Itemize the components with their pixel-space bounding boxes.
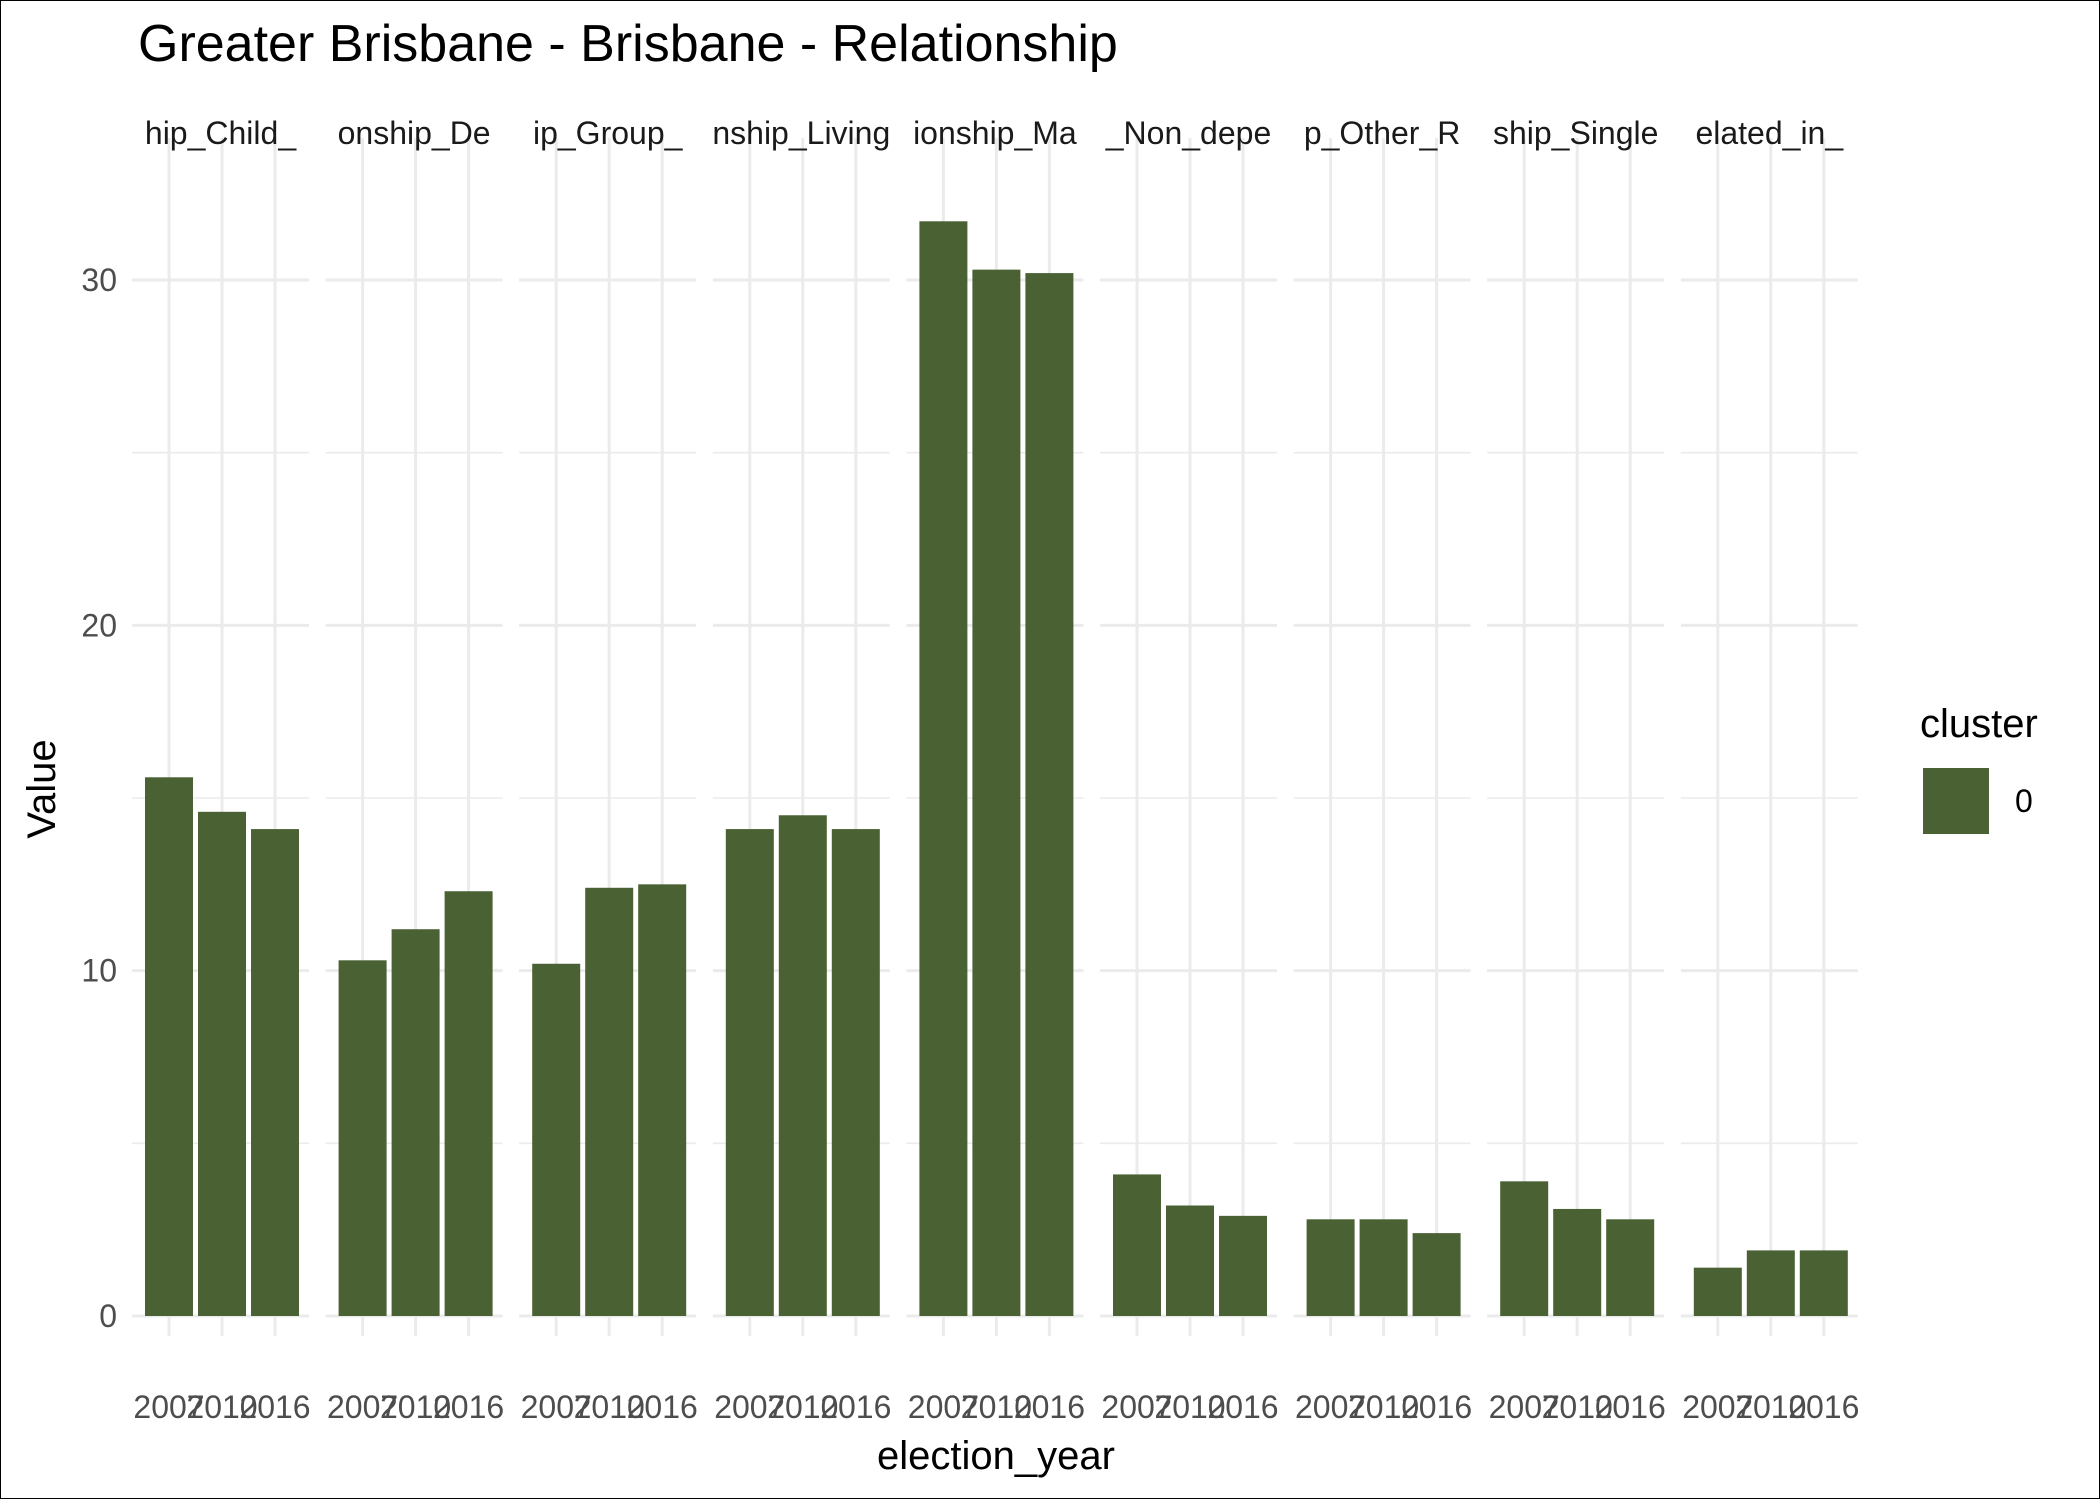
x-tick-label: 2007 xyxy=(1101,1389,1172,1425)
bar-6-2007 xyxy=(1113,1174,1161,1316)
x-tick-label: 2016 xyxy=(1595,1389,1666,1425)
x-axis-title: election_year xyxy=(877,1434,1115,1478)
x-tick-label: 2007 xyxy=(1489,1389,1560,1425)
bar-6-2010 xyxy=(1166,1205,1214,1316)
y-tick-label: 20 xyxy=(81,607,117,643)
x-tick-label: 2007 xyxy=(908,1389,979,1425)
facet-strip-label: elated_in_ xyxy=(1695,115,1844,151)
x-tick-label: 2007 xyxy=(1295,1389,1366,1425)
x-tick-label: 2016 xyxy=(1788,1389,1859,1425)
bar-3-2007 xyxy=(532,963,581,1316)
legend-key-swatch xyxy=(1923,768,1989,834)
bar-9-2007 xyxy=(1693,1267,1742,1316)
bar-6-2016 xyxy=(1219,1215,1267,1316)
x-tick-label: 2010 xyxy=(186,1389,257,1425)
x-tick-label: 2016 xyxy=(627,1389,698,1425)
x-tick-label: 2010 xyxy=(961,1389,1032,1425)
facet-strip-label: p_Other_R xyxy=(1304,115,1461,151)
legend: cluster 0 xyxy=(1920,702,2038,834)
label-layer: hip_Child_200720102016onship_De200720102… xyxy=(81,115,1859,1425)
bar-1-2007 xyxy=(145,777,193,1316)
y-tick-label: 30 xyxy=(81,262,117,298)
bar-4-2007 xyxy=(725,829,774,1316)
x-tick-label: 2010 xyxy=(1542,1389,1613,1425)
x-tick-label: 2016 xyxy=(1401,1389,1472,1425)
bar-9-2016 xyxy=(1799,1250,1848,1316)
y-axis-title: Value xyxy=(20,739,64,838)
bar-2-2007 xyxy=(338,960,387,1316)
bar-7-2007 xyxy=(1306,1219,1355,1316)
bar-2-2010 xyxy=(391,929,440,1316)
bar-8-2016 xyxy=(1606,1219,1655,1316)
y-tick-label: 0 xyxy=(99,1298,117,1334)
x-tick-label: 2007 xyxy=(133,1389,204,1425)
facet-strip-label: ionship_Ma xyxy=(913,115,1077,151)
x-tick-label: 2016 xyxy=(1207,1389,1278,1425)
bar-5-2016 xyxy=(1025,273,1074,1317)
bar-7-2016 xyxy=(1412,1233,1461,1316)
x-tick-label: 2016 xyxy=(820,1389,891,1425)
bar-layer xyxy=(145,221,1848,1317)
x-tick-label: 2016 xyxy=(433,1389,504,1425)
facet-strip-label: _Non_depe xyxy=(1105,115,1271,151)
legend-title: cluster xyxy=(1920,702,2038,746)
bar-4-2010 xyxy=(778,815,827,1316)
x-tick-label: 2016 xyxy=(1014,1389,1085,1425)
bar-5-2010 xyxy=(972,269,1021,1316)
x-tick-label: 2007 xyxy=(714,1389,785,1425)
bar-2-2016 xyxy=(444,891,493,1316)
bar-5-2007 xyxy=(919,221,968,1316)
facet-strip-label: hip_Child_ xyxy=(145,115,297,151)
x-tick-label: 2010 xyxy=(380,1389,451,1425)
chart-title: Greater Brisbane - Brisbane - Relationsh… xyxy=(138,15,1118,73)
x-tick-label: 2007 xyxy=(327,1389,398,1425)
bar-3-2010 xyxy=(585,887,634,1316)
x-tick-label: 2010 xyxy=(1154,1389,1225,1425)
x-tick-label: 2010 xyxy=(1348,1389,1419,1425)
facet-strip-label: ip_Group_ xyxy=(533,115,684,151)
x-tick-label: 2010 xyxy=(574,1389,645,1425)
bar-3-2016 xyxy=(638,884,687,1316)
y-tick-label: 10 xyxy=(81,953,117,989)
x-tick-label: 2010 xyxy=(1735,1389,1806,1425)
bar-7-2010 xyxy=(1359,1219,1408,1316)
x-tick-label: 2010 xyxy=(767,1389,838,1425)
facet-strip-label: ship_Single xyxy=(1493,115,1658,151)
x-tick-label: 2007 xyxy=(1682,1389,1753,1425)
x-tick-label: 2016 xyxy=(239,1389,310,1425)
bar-1-2010 xyxy=(198,811,246,1316)
bar-4-2016 xyxy=(831,829,880,1316)
facet-strip-label: nship_Living xyxy=(712,115,890,151)
bar-9-2010 xyxy=(1746,1250,1795,1316)
legend-label: 0 xyxy=(2015,783,2033,819)
facet-strip-label: onship_De xyxy=(338,115,491,151)
bar-1-2016 xyxy=(251,829,299,1316)
bar-8-2007 xyxy=(1500,1181,1549,1316)
bar-8-2010 xyxy=(1553,1208,1602,1316)
x-tick-label: 2007 xyxy=(521,1389,592,1425)
